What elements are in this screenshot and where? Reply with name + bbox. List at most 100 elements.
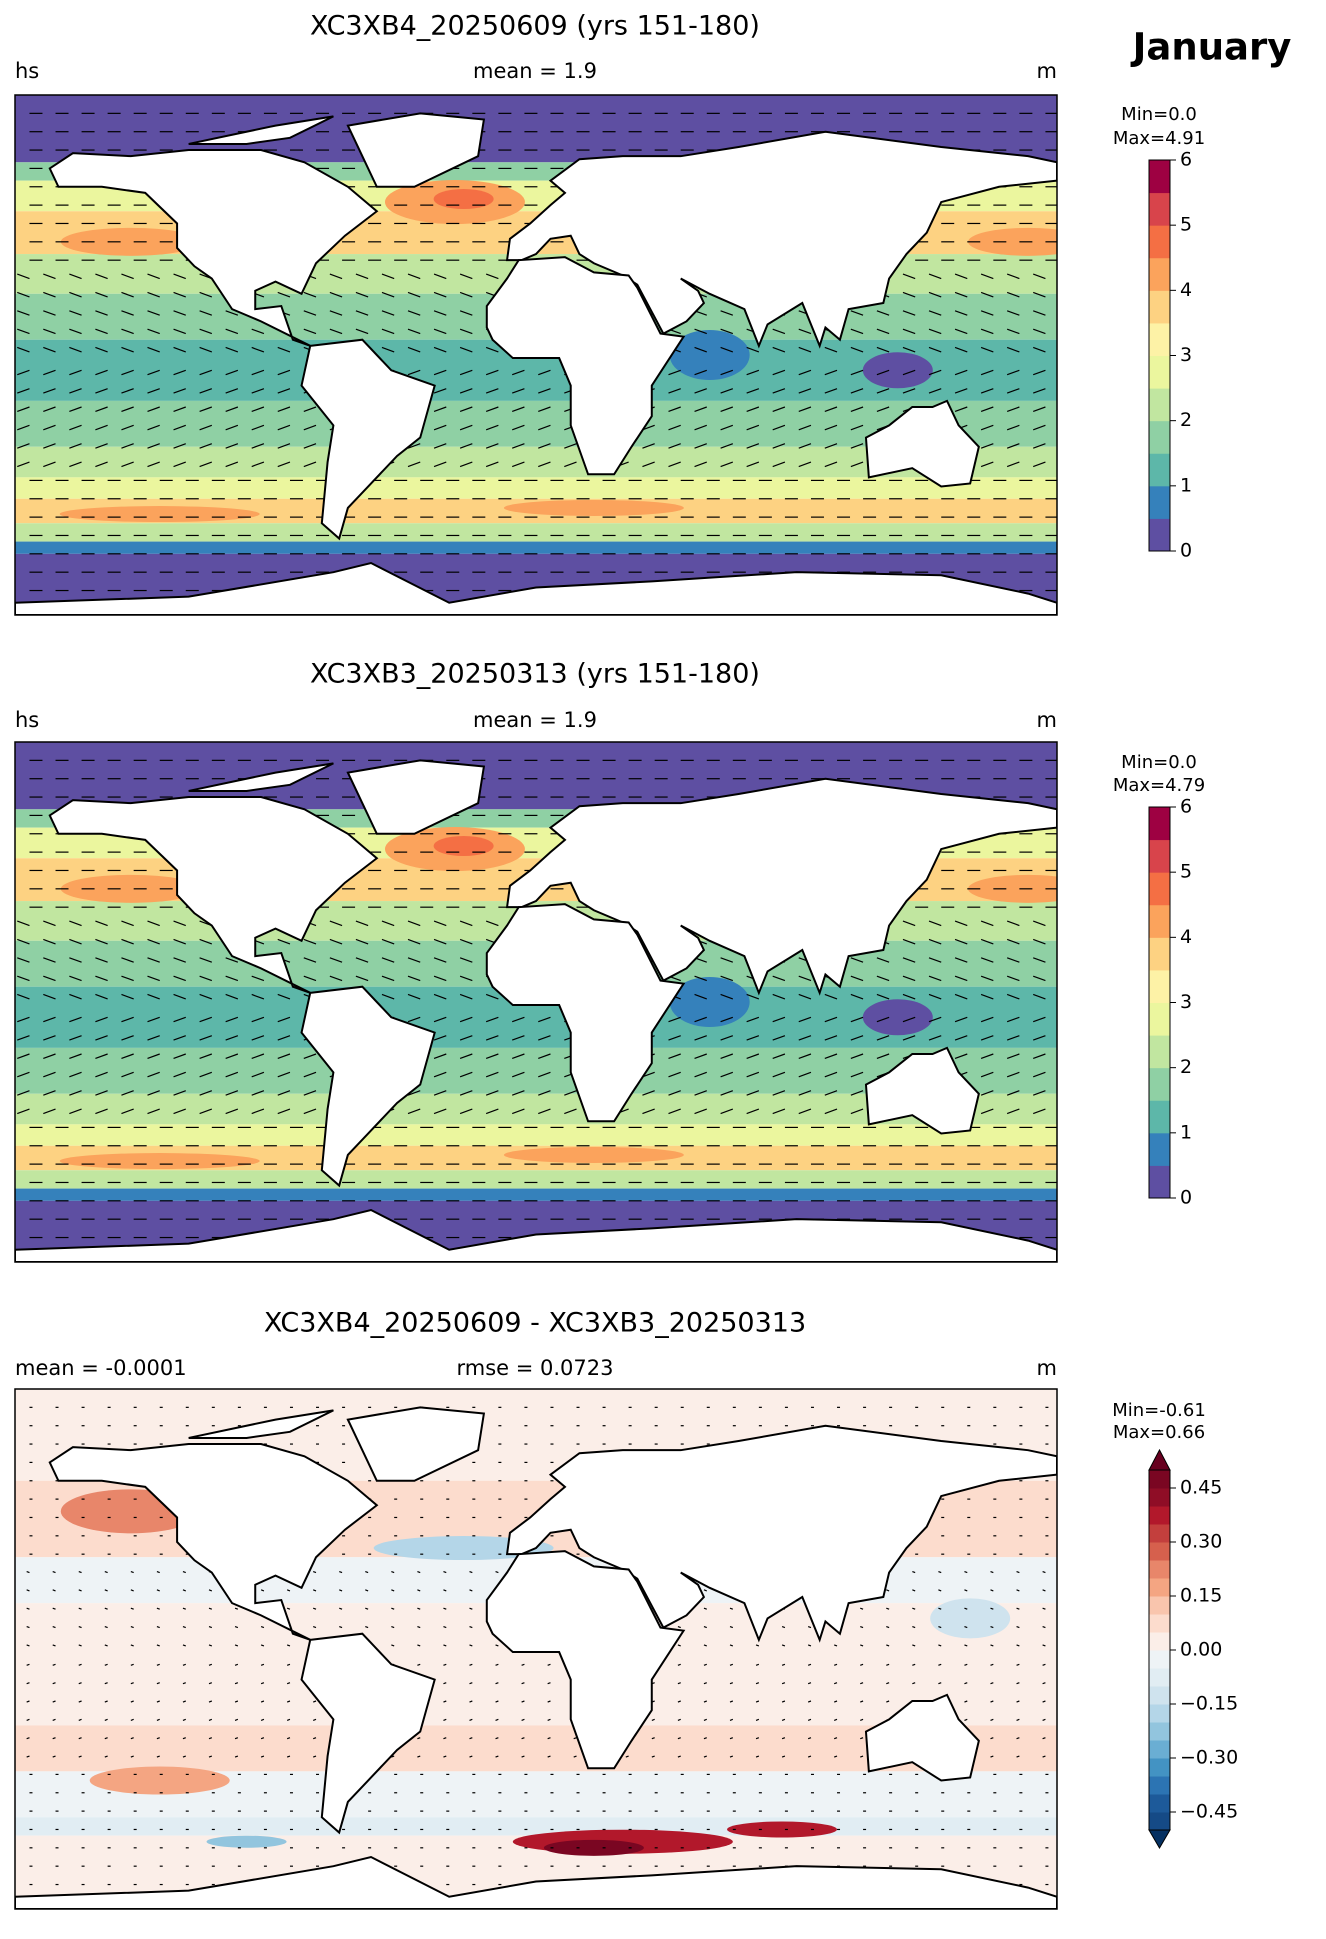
wind-arrow	[833, 1700, 838, 1703]
map-frame	[14, 94, 1058, 616]
wind-arrow	[954, 406, 968, 413]
wind-arrow	[902, 346, 916, 353]
wind-arrow	[355, 938, 369, 945]
wind-arrow	[407, 273, 421, 280]
land	[485, 1550, 686, 1770]
wind-arrow	[772, 1035, 786, 1041]
wind-arrow	[798, 1053, 812, 1060]
wind-arrow	[980, 310, 994, 316]
wind-arrow	[912, 1644, 916, 1647]
wind-arrow	[381, 346, 395, 353]
wind-arrow	[277, 993, 291, 1000]
wind-arrow	[173, 993, 186, 1000]
wind-arrow	[17, 1108, 30, 1115]
wind-arrow	[677, 1644, 681, 1647]
wind-arrow	[642, 1071, 655, 1078]
wind-arrow	[755, 1644, 760, 1647]
wind-arrow	[95, 443, 108, 449]
wind-arrow	[52, 1644, 56, 1647]
wind-arrow	[703, 1737, 707, 1740]
wind-arrow	[954, 957, 968, 963]
wind-arrow	[703, 1718, 707, 1721]
wind-arrow	[729, 1755, 734, 1758]
wind-arrow	[277, 424, 291, 431]
wind-arrow	[225, 1053, 239, 1060]
wind-arrow	[850, 406, 864, 413]
wind-arrow	[104, 1718, 108, 1721]
wind-arrow	[772, 443, 786, 449]
wind-arrow	[443, 1718, 447, 1721]
wind-arrow	[121, 1090, 134, 1096]
wind-arrow	[824, 1053, 838, 1060]
wind-arrow	[251, 388, 265, 394]
wind-arrow	[26, 1682, 30, 1685]
wind-arrow	[130, 1682, 134, 1685]
wind-arrow	[95, 388, 108, 394]
wind-arrow	[902, 273, 916, 280]
wind-arrow	[95, 346, 108, 353]
wind-arrow	[980, 957, 994, 963]
wind-arrow	[459, 957, 473, 963]
wind-arrow	[277, 406, 291, 413]
wind-arrow	[772, 1071, 786, 1078]
wind-arrow	[329, 310, 343, 316]
wind-arrow	[225, 1090, 239, 1096]
wind-arrow	[43, 273, 56, 280]
wind-arrow	[703, 1607, 707, 1610]
wind-arrow	[391, 1570, 395, 1574]
wind-arrow	[407, 1090, 421, 1096]
wind-arrow	[538, 406, 551, 413]
wind-arrow	[876, 346, 890, 353]
wind-arrow	[746, 1071, 760, 1078]
wind-arrow	[251, 369, 265, 376]
field-patch	[968, 874, 1057, 903]
wind-arrow	[980, 1053, 994, 1060]
colorbar-level	[1149, 807, 1170, 841]
wind-arrow	[433, 1108, 447, 1115]
land	[300, 1632, 436, 1835]
wind-arrow	[772, 1108, 786, 1115]
colorbar-tick-label: 4	[1180, 926, 1192, 948]
wind-arrow	[312, 1625, 317, 1629]
wind-arrow	[17, 461, 30, 468]
wind-arrow	[824, 1016, 838, 1023]
wind-arrow	[173, 406, 186, 413]
wind-arrow	[807, 1718, 812, 1721]
field-patch	[862, 999, 933, 1036]
wind-arrow	[746, 1090, 760, 1096]
wind-arrow	[1033, 1035, 1046, 1041]
wind-arrow	[433, 461, 447, 468]
wind-arrow	[1006, 406, 1020, 413]
wind-arrow	[1006, 346, 1020, 353]
wind-arrow	[755, 1700, 760, 1703]
wind-arrow	[1006, 957, 1020, 963]
colorbar-level	[1149, 904, 1170, 938]
wind-arrow	[147, 424, 160, 431]
wind-arrow	[990, 1589, 994, 1592]
wind-arrow	[303, 1053, 317, 1060]
wind-arrow	[485, 388, 499, 394]
wind-arrow	[407, 310, 421, 316]
wind-arrow	[980, 369, 994, 376]
wind-arrow	[547, 1737, 551, 1740]
wind-arrow	[980, 461, 994, 468]
wind-arrow	[199, 957, 213, 963]
wind-arrow	[746, 369, 760, 376]
wind-arrow	[104, 1625, 108, 1629]
wind-arrow	[1016, 1644, 1020, 1647]
wind-arrow	[755, 1663, 760, 1666]
wind-arrow	[694, 1108, 707, 1115]
wind-arrow	[964, 1570, 968, 1574]
wind-arrow	[538, 369, 551, 376]
wind-arrow	[339, 1625, 343, 1629]
field-patch	[862, 352, 933, 389]
wind-arrow	[104, 1700, 108, 1703]
wind-arrow	[173, 1108, 186, 1115]
wind-arrow	[286, 1607, 291, 1610]
wind-arrow	[147, 310, 160, 316]
wind-arrow	[459, 346, 473, 353]
wind-arrow	[130, 1755, 134, 1758]
wind-arrow	[78, 1644, 82, 1647]
wind-arrow	[260, 1644, 265, 1647]
wind-arrow	[850, 328, 864, 335]
